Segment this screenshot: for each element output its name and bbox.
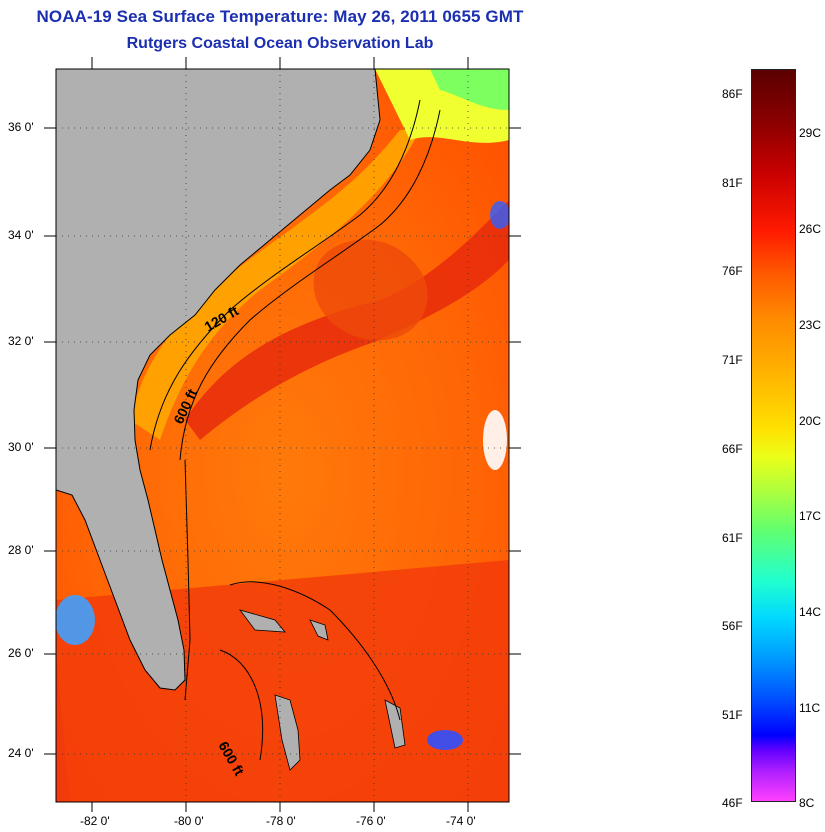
map-title: NOAA-19 Sea Surface Temperature: May 26,… — [36, 7, 524, 26]
colorbar-c-label: 23C — [799, 318, 822, 332]
contour-bahamas — [219, 581, 401, 761]
cloud-patch — [483, 410, 507, 470]
colorbar-c-label: 29C — [799, 126, 822, 140]
colorbar-f-label: 66F — [722, 442, 743, 456]
lat-label: 26 0' — [8, 646, 34, 660]
land-bahamas — [274, 694, 301, 771]
lon-label: -74 0' — [446, 814, 476, 828]
axis-ticks — [44, 57, 521, 812]
map-frame — [55, 68, 510, 803]
colorbar-f-label: 61F — [722, 531, 743, 545]
colorbar-c-label: 14C — [799, 605, 822, 619]
lon-label: -80 0' — [174, 814, 204, 828]
colorbar-c-label: 26C — [799, 222, 822, 236]
colorbar-c-label: 11C — [799, 701, 821, 715]
temperature-colorbar — [751, 69, 796, 802]
lat-label: 34 0' — [8, 228, 34, 242]
colorbar-f-label: 76F — [722, 264, 743, 278]
gulf-stream-eddy — [313, 239, 428, 341]
land-cuba-region — [56, 650, 70, 802]
cloud-patch — [427, 730, 463, 750]
colorbar-f-label: 51F — [722, 708, 743, 722]
shelf-water — [130, 130, 420, 440]
colorbar-c-label: 17C — [799, 509, 822, 523]
colorbar-f-label: 81F — [722, 176, 743, 190]
colorbar-f-label: 46F — [722, 796, 743, 810]
colorbar-f-label: 86F — [722, 87, 743, 101]
cloud-patch — [56, 595, 95, 645]
lat-label: 32 0' — [8, 334, 34, 348]
lon-label: -76 0' — [356, 814, 386, 828]
colorbar-c-label: 8C — [799, 796, 815, 810]
lat-label: 24 0' — [8, 746, 34, 760]
cloud-patch — [490, 201, 509, 229]
land-bahamas — [238, 609, 286, 633]
map-subtitle: Rutgers Coastal Ocean Observation Lab — [126, 35, 434, 52]
land-bahamas — [309, 619, 329, 641]
contour-600ft — [179, 109, 441, 461]
contour-shelf-south — [184, 459, 191, 701]
colorbar-f-label: 56F — [722, 619, 743, 633]
colorbar-f-label: 71F — [722, 353, 743, 367]
lon-label: -82 0' — [80, 814, 110, 828]
lon-label: -78 0' — [266, 814, 296, 828]
cold-water-ne-core — [430, 69, 509, 110]
lat-label: 28 0' — [8, 543, 34, 557]
land-us-coast — [56, 69, 381, 691]
graticule — [56, 69, 509, 802]
lat-label: 30 0' — [8, 440, 34, 454]
lat-label: 36 0' — [8, 120, 34, 134]
contour-120ft — [149, 99, 421, 451]
colorbar-c-label: 20C — [799, 414, 822, 428]
